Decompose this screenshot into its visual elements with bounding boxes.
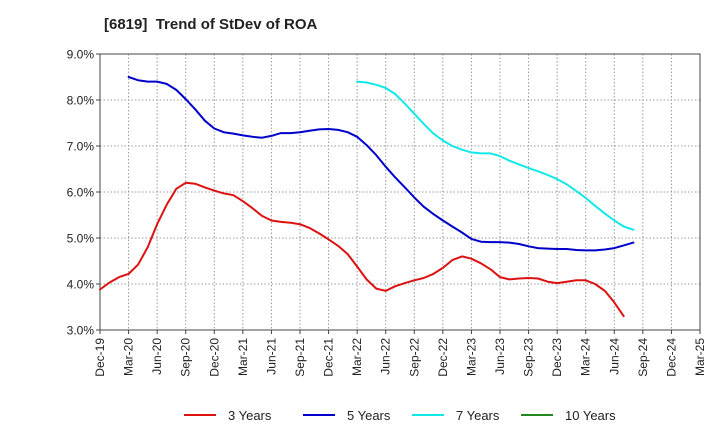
y-tick-label: 9.0% — [67, 48, 95, 62]
chart-legend: 3 Years 5 Years 7 Years 10 Years — [0, 404, 720, 426]
plot-frame — [99, 53, 701, 331]
legend-item-10-years: 10 Years — [521, 404, 616, 426]
legend-label: 5 Years — [347, 407, 391, 423]
x-tick-label: Sep-21 — [293, 338, 307, 377]
y-tick-label: 6.0% — [67, 186, 95, 200]
grid-lines — [100, 53, 700, 330]
x-tick-label: Mar-23 — [464, 338, 478, 376]
x-tick-label: Dec-21 — [322, 338, 336, 377]
axes — [96, 53, 701, 334]
x-tick-label: Dec-23 — [550, 338, 564, 377]
x-tick-label: Jun-22 — [379, 338, 393, 375]
chart-title: [6819] Trend of StDev of ROA — [104, 16, 318, 33]
chart-plot: 3.0% 4.0% 5.0% 6.0% 7.0% 8.0% 9.0% Dec-19 Mar-20… — [67, 48, 707, 377]
legend-item-5-years: 5 Years — [303, 404, 390, 426]
x-tick-label: Mar-21 — [236, 338, 250, 376]
y-tick-label: 7.0% — [67, 140, 95, 154]
x-tick-label: Jun-21 — [264, 338, 278, 375]
y-tick-label: 8.0% — [67, 94, 95, 108]
legend-item-3-years: 3 Years — [184, 404, 271, 426]
y-tick-label: 5.0% — [67, 232, 95, 246]
series-lines — [99, 76, 635, 318]
x-tick-label: Mar-25 — [693, 338, 707, 376]
x-tick-label: Dec-24 — [664, 338, 678, 377]
x-tick-label: Sep-23 — [522, 338, 536, 377]
x-tick-label: Jun-23 — [493, 338, 507, 375]
x-tick-label: Jun-20 — [150, 338, 164, 375]
series-line-5-years — [127, 76, 635, 252]
legend-swatch — [521, 414, 553, 416]
legend-label: 10 Years — [565, 407, 616, 423]
x-tick-label: Mar-24 — [579, 338, 593, 376]
x-tick-label: Jun-24 — [607, 338, 621, 375]
x-tick-label: Dec-20 — [207, 338, 221, 377]
legend-swatch — [184, 414, 216, 416]
x-tick-label: Mar-20 — [122, 338, 136, 376]
series-line-7-years — [356, 80, 635, 231]
legend-label: 3 Years — [228, 407, 272, 423]
legend-item-7-years: 7 Years — [412, 404, 499, 426]
series-line-3-years — [99, 181, 625, 318]
x-tick-label: Sep-22 — [407, 338, 421, 377]
legend-swatch — [412, 414, 444, 416]
legend-label: 7 Years — [456, 407, 500, 423]
x-tick-label: Dec-19 — [93, 338, 107, 377]
x-tick-label: Dec-22 — [436, 338, 450, 377]
y-tick-label: 4.0% — [67, 278, 95, 292]
x-tick-label: Mar-22 — [350, 338, 364, 376]
tick-labels: 3.0% 4.0% 5.0% 6.0% 7.0% 8.0% 9.0% Dec-19 Mar-20… — [67, 48, 707, 377]
legend-swatch — [303, 414, 335, 416]
x-tick-label: Sep-24 — [636, 338, 650, 377]
x-tick-label: Sep-20 — [179, 338, 193, 377]
y-tick-label: 3.0% — [67, 324, 95, 338]
